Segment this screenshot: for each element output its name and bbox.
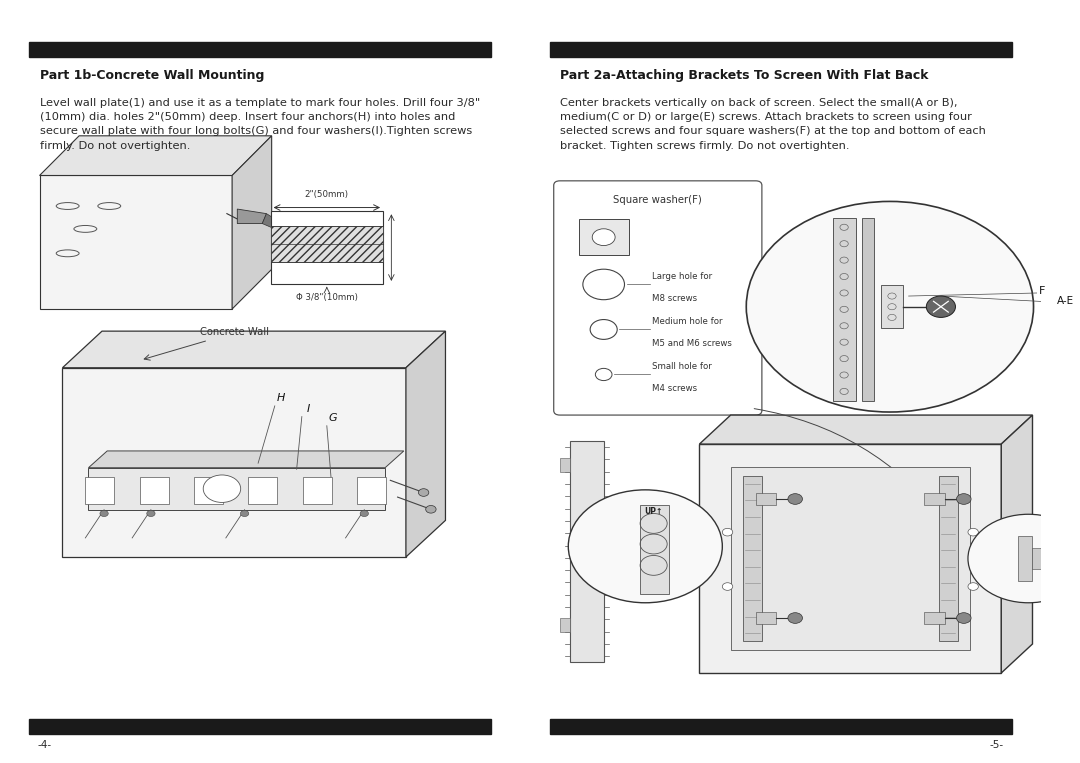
Circle shape	[788, 494, 802, 504]
Bar	[248, 477, 278, 504]
Circle shape	[788, 613, 802, 623]
Text: H: H	[276, 393, 285, 404]
Circle shape	[147, 510, 156, 517]
Polygon shape	[40, 136, 272, 175]
Circle shape	[723, 528, 732, 536]
Bar	[559, 458, 570, 472]
Text: Level wall plate(1) and use it as a template to mark four holes. Drill four 3/8": Level wall plate(1) and use it as a temp…	[40, 98, 480, 151]
Polygon shape	[406, 331, 445, 557]
Bar	[357, 477, 387, 504]
Text: Medium hole for: Medium hole for	[652, 317, 723, 327]
Circle shape	[241, 510, 248, 517]
Polygon shape	[63, 368, 406, 557]
Polygon shape	[238, 209, 267, 224]
Text: 2"(50mm): 2"(50mm)	[305, 190, 349, 199]
Text: Φ 3/8"(10mm): Φ 3/8"(10mm)	[296, 293, 357, 302]
Bar	[1018, 536, 1032, 581]
Text: Center brackets vertically on back of screen. Select the small(A or B),
medium(C: Center brackets vertically on back of sc…	[559, 98, 986, 151]
Bar	[194, 477, 224, 504]
Bar	[833, 218, 855, 401]
Bar	[559, 618, 570, 632]
Polygon shape	[89, 451, 404, 468]
Bar	[743, 476, 761, 641]
Polygon shape	[63, 331, 445, 368]
Bar	[924, 612, 945, 624]
Bar	[756, 493, 777, 505]
Bar	[85, 477, 114, 504]
Text: M8 screws: M8 screws	[652, 294, 697, 303]
Polygon shape	[232, 136, 272, 309]
Polygon shape	[89, 468, 386, 510]
Text: A-E: A-E	[1056, 295, 1074, 306]
Bar	[29, 42, 491, 57]
Bar	[924, 493, 945, 505]
Text: -5-: -5-	[989, 740, 1003, 750]
Text: Concrete Wall: Concrete Wall	[200, 327, 269, 337]
Text: -4-: -4-	[38, 740, 52, 750]
Circle shape	[418, 489, 429, 497]
Bar	[570, 441, 604, 662]
Circle shape	[957, 494, 971, 504]
Bar	[939, 476, 958, 641]
Bar	[640, 504, 670, 594]
Bar	[302, 477, 332, 504]
Circle shape	[968, 583, 978, 591]
Polygon shape	[700, 415, 1032, 444]
Bar	[1032, 548, 1051, 569]
Circle shape	[360, 510, 368, 517]
Circle shape	[723, 583, 732, 591]
Bar	[550, 42, 1012, 57]
Text: M5 and M6 screws: M5 and M6 screws	[652, 339, 732, 348]
Text: I: I	[307, 404, 310, 414]
Polygon shape	[700, 444, 1001, 673]
Circle shape	[957, 613, 971, 623]
Text: F: F	[1039, 286, 1045, 297]
Text: Small hole for: Small hole for	[652, 362, 712, 372]
Circle shape	[426, 506, 436, 513]
Text: UP↑: UP↑	[645, 507, 663, 516]
Bar	[271, 211, 383, 284]
Circle shape	[1068, 553, 1080, 564]
Text: Square washer(F): Square washer(F)	[613, 195, 702, 204]
Bar	[756, 612, 777, 624]
Text: Part 1b-Concrete Wall Mounting: Part 1b-Concrete Wall Mounting	[40, 69, 264, 82]
Circle shape	[968, 514, 1080, 603]
Polygon shape	[1001, 415, 1032, 673]
Bar	[579, 219, 629, 256]
Circle shape	[100, 510, 108, 517]
Circle shape	[746, 201, 1034, 412]
Text: M4 screws: M4 screws	[652, 384, 697, 393]
Text: Large hole for: Large hole for	[652, 272, 712, 282]
Polygon shape	[40, 175, 232, 309]
Bar	[139, 477, 168, 504]
Text: Part 2a-Attaching Brackets To Screen With Flat Back: Part 2a-Attaching Brackets To Screen Wit…	[559, 69, 929, 82]
Bar	[880, 285, 904, 328]
Circle shape	[203, 475, 241, 502]
Circle shape	[568, 490, 723, 603]
Bar	[271, 226, 383, 262]
Bar	[731, 467, 970, 650]
Polygon shape	[262, 214, 279, 229]
Text: G: G	[328, 413, 337, 423]
Bar	[862, 218, 875, 401]
Circle shape	[927, 296, 956, 317]
Circle shape	[968, 528, 978, 536]
Bar	[29, 719, 491, 734]
Circle shape	[592, 229, 616, 246]
Bar	[550, 719, 1012, 734]
